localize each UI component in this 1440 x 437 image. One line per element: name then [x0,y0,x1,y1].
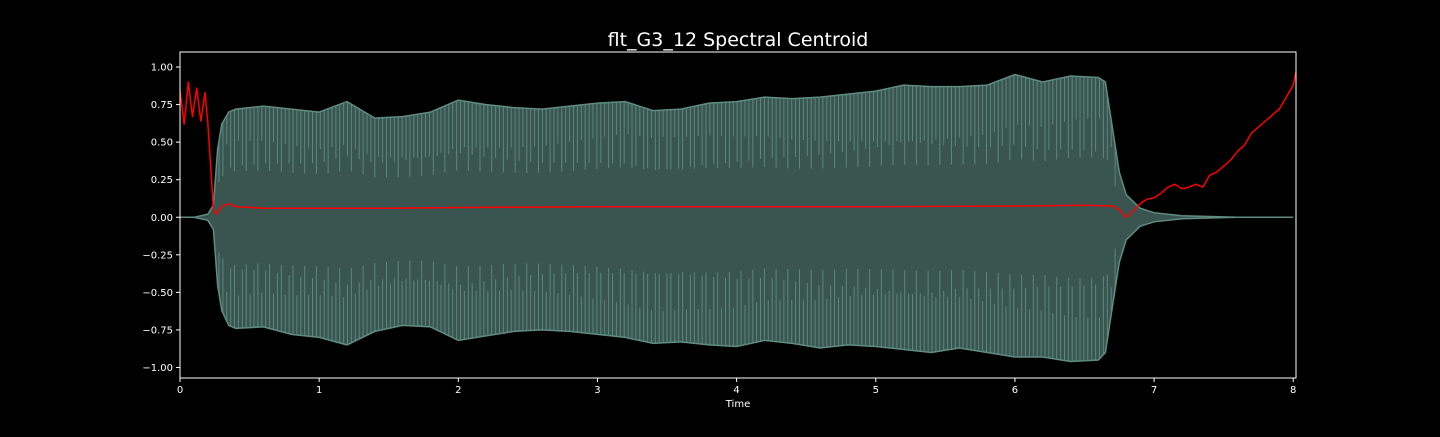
y-tick-label: 1.00 [151,63,173,74]
x-tick-label: 1 [316,385,322,396]
axes-frame [179,51,1297,379]
y-tick-label: 0.00 [151,213,173,224]
x-tick-label: 6 [1012,385,1018,396]
y-tick-label: 0.25 [151,175,173,186]
y-tick-label: 0.75 [151,100,173,111]
y-tick-label: 0.50 [151,138,173,149]
waveform-texture [218,75,1116,362]
y-tick-label: −0.50 [142,288,173,299]
y-tick-label: −1.00 [142,363,173,374]
x-axis-label: Time [725,399,750,410]
x-tick-label: 7 [1151,385,1157,396]
x-tick-label: 3 [594,385,600,396]
y-tick-label: −0.25 [142,250,173,261]
x-tick-label: 0 [177,385,183,396]
x-tick-label: 8 [1290,385,1296,396]
plot-area [180,71,1296,363]
x-tick-label: 5 [873,385,879,396]
x-tick-label: 2 [455,385,461,396]
spectral-centroid-line [180,71,1296,219]
x-axis: 0 1 2 3 4 5 6 7 8 [177,378,1296,396]
chart-title: flt_G3_12 Spectral Centroid [608,29,869,51]
x-tick-label: 4 [733,385,739,396]
y-tick-label: −0.75 [142,325,173,336]
y-axis: 1.00 0.75 0.50 0.25 0.00 −0.25 −0.50 −0.75 −1.00 [142,63,180,374]
waveform-envelope [180,73,1294,363]
